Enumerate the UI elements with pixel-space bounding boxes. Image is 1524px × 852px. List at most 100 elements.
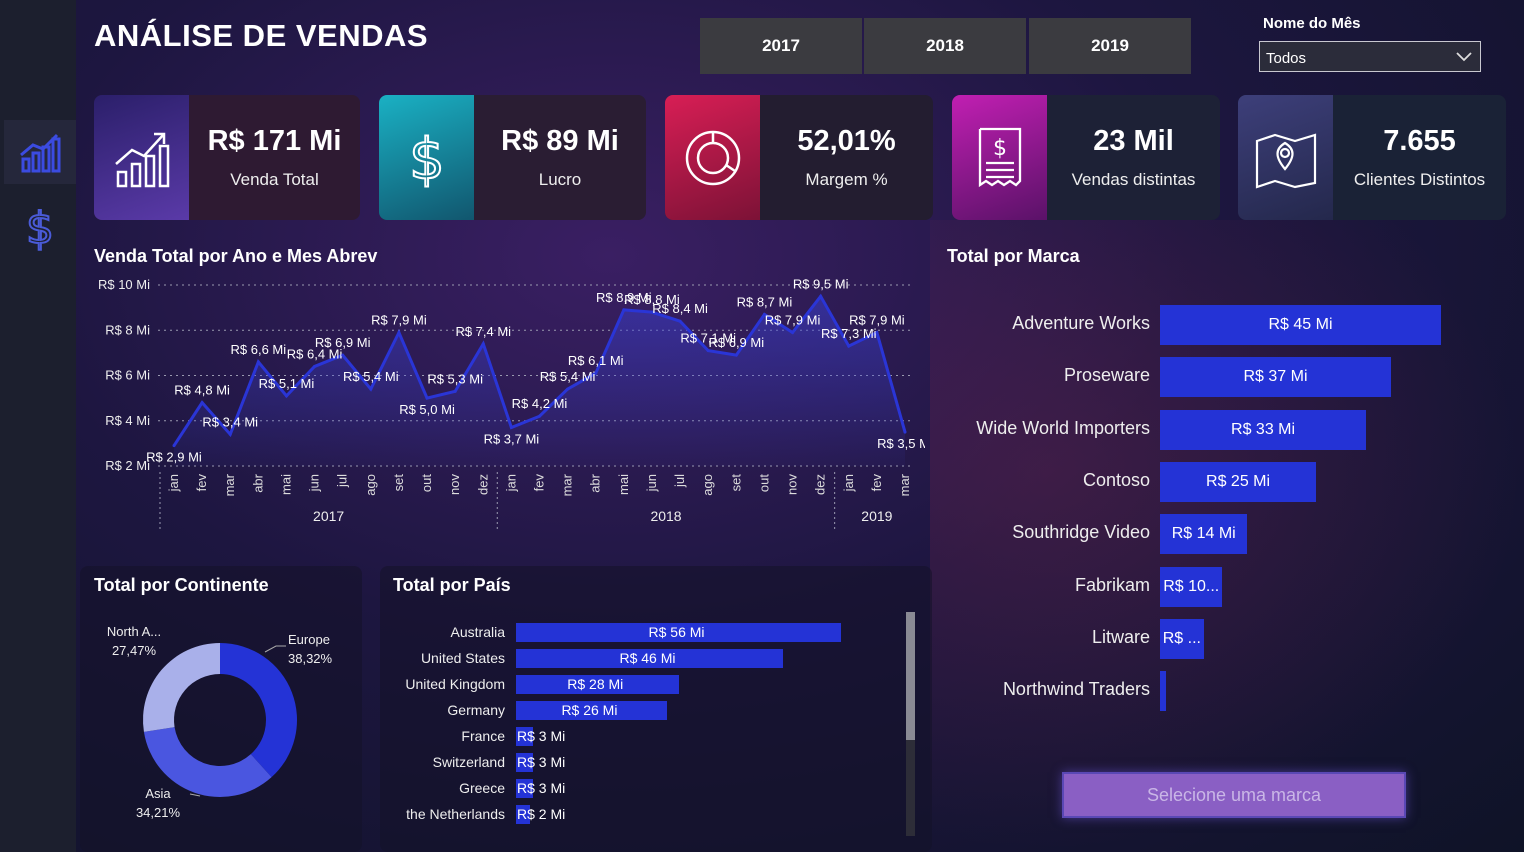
country-bar[interactable] (516, 753, 534, 772)
data-label: R$ 7,9 Mi (849, 313, 905, 328)
country-bar[interactable] (516, 623, 841, 642)
x-tick-label: mar (560, 473, 575, 496)
brand-value-label: R$ 33 Mi (1231, 420, 1296, 438)
x-tick-label: mai (278, 474, 293, 495)
line-point (313, 364, 317, 368)
year-axis-label: 2018 (650, 508, 681, 524)
receipt-icon: $ (978, 127, 1021, 187)
x-tick-label: out (419, 474, 434, 492)
slice-name-label: Europe (288, 632, 330, 647)
line-point (875, 331, 879, 335)
year-button-2017[interactable]: 2017 (700, 18, 862, 74)
line-point (172, 444, 176, 448)
continent-panel (80, 566, 362, 852)
line-point (903, 430, 907, 434)
dollar-icon: $ (25, 203, 55, 253)
brand-name-label: Litware (1091, 626, 1150, 647)
data-label: R$ 5,4 Mi (343, 369, 399, 384)
brand-name-label: Proseware (1063, 365, 1150, 386)
x-tick-label: jul (335, 474, 350, 488)
x-tick-label: fev (869, 474, 884, 492)
line-point (481, 342, 485, 346)
brand-name-label: Northwind Traders (1002, 679, 1150, 700)
brand-bar[interactable]: R$ 14 Mi (1160, 514, 1248, 555)
country-value-label: R$ 26 Mi (561, 702, 618, 718)
kpi-card-lucro: $ R$ 89 Mi Lucro (379, 95, 646, 220)
brand-bar[interactable]: R$ 25 Mi (1160, 461, 1317, 502)
brand-bar[interactable]: R$ 37 Mi (1160, 357, 1392, 398)
country-bar[interactable] (516, 701, 667, 720)
line-point (650, 310, 654, 314)
data-label: R$ 5,3 Mi (427, 371, 483, 386)
x-tick-label: jul (672, 474, 687, 488)
country-name-label: United States (420, 650, 505, 666)
slice-pct-label: 27,47% (112, 643, 157, 658)
country-value-label: R$ 3 Mi (517, 728, 566, 744)
dollar-icon: $ (408, 126, 446, 190)
data-label: R$ 3,4 Mi (202, 414, 258, 429)
brand-bar[interactable]: R$ 10... (1160, 566, 1223, 607)
select-brand-button[interactable]: Selecione uma marca (1062, 772, 1406, 818)
country-scrollbar-thumb[interactable] (906, 612, 915, 740)
country-value-label: R$ 46 Mi (619, 650, 676, 666)
data-label: R$ 5,0 Mi (399, 402, 455, 417)
line-point (622, 308, 626, 312)
nav-finance-button[interactable]: $ (4, 196, 76, 260)
brand-name-label: Southridge Video (1012, 522, 1150, 543)
country-name-label: the Netherlands (406, 806, 505, 822)
data-label: R$ 6,9 Mi (708, 335, 764, 350)
country-bar[interactable] (516, 727, 534, 746)
nav-sales-analysis-button[interactable] (4, 120, 76, 184)
line-point (200, 401, 204, 405)
kpi-value: R$ 171 Mi (207, 125, 342, 157)
year-button-2019[interactable]: 2019 (1029, 18, 1191, 74)
svg-text:$: $ (993, 136, 1007, 161)
data-label: R$ 3,7 Mi (484, 432, 540, 447)
x-tick-label: jun (307, 474, 322, 492)
data-label: R$ 7,1 Mi (680, 331, 736, 346)
kpi-icon-container (1238, 95, 1333, 220)
x-tick-label: jan (503, 474, 518, 492)
map-pin-icon (1255, 133, 1316, 189)
data-label: R$ 6,6 Mi (231, 342, 287, 357)
y-tick-label: R$ 8 Mi (105, 322, 150, 337)
kpi-label: Clientes Distintos (1353, 170, 1486, 189)
data-label: R$ 5,4 Mi (540, 369, 596, 384)
country-bar[interactable] (516, 805, 530, 824)
slice-pct-label: 34,21% (136, 805, 181, 820)
x-tick-label: nov (785, 474, 800, 495)
x-tick-label: out (756, 474, 771, 492)
brand-value-label: R$ 14 Mi (1171, 525, 1236, 543)
kpi-value: 52,01% (797, 125, 896, 157)
year-button-2018[interactable]: 2018 (864, 18, 1026, 74)
brand-bar[interactable]: R$ ... (1160, 618, 1204, 659)
month-filter-select[interactable]: Todos (1259, 41, 1481, 72)
kpi-icon-container (94, 95, 189, 220)
x-tick-label: ago (700, 474, 715, 496)
brand-value-label: R$ 45 Mi (1268, 316, 1333, 333)
brand-bar[interactable]: R$ 45 Mi (1160, 305, 1441, 345)
data-label: R$ 7,3 Mi (821, 326, 877, 341)
kpi-label: Venda Total (230, 170, 319, 189)
country-bar[interactable] (516, 649, 783, 668)
brand-bar[interactable]: R$ 33 Mi (1160, 409, 1367, 450)
country-bar[interactable] (516, 675, 679, 694)
country-value-label: R$ 28 Mi (567, 676, 624, 692)
x-tick-label: jan (841, 474, 856, 492)
y-tick-label: R$ 2 Mi (105, 458, 150, 473)
country-bar[interactable] (516, 779, 534, 798)
data-label: R$ 9,5 Mi (793, 276, 849, 291)
continent-donut-chart: Europe 38,32% Asia 34,21% North A... 27,47% (107, 624, 333, 820)
country-scrollbar-track[interactable] (906, 612, 915, 836)
kpi-label: Margem % (805, 170, 888, 189)
brand-name-label: Wide World Importers (976, 417, 1150, 438)
continent-chart-title: Total por Continente (94, 575, 269, 595)
x-tick-label: abr (588, 473, 603, 492)
x-tick-label: ago (363, 474, 378, 496)
line-point (566, 387, 570, 391)
kpi-card-vendas-distintas: $ 23 Mil Vendas distintas (952, 95, 1220, 220)
brand-bar[interactable] (1160, 671, 1167, 712)
chevron-down-icon (1456, 52, 1472, 62)
country-name-label: France (461, 728, 505, 744)
kpi-value: R$ 89 Mi (501, 125, 619, 157)
